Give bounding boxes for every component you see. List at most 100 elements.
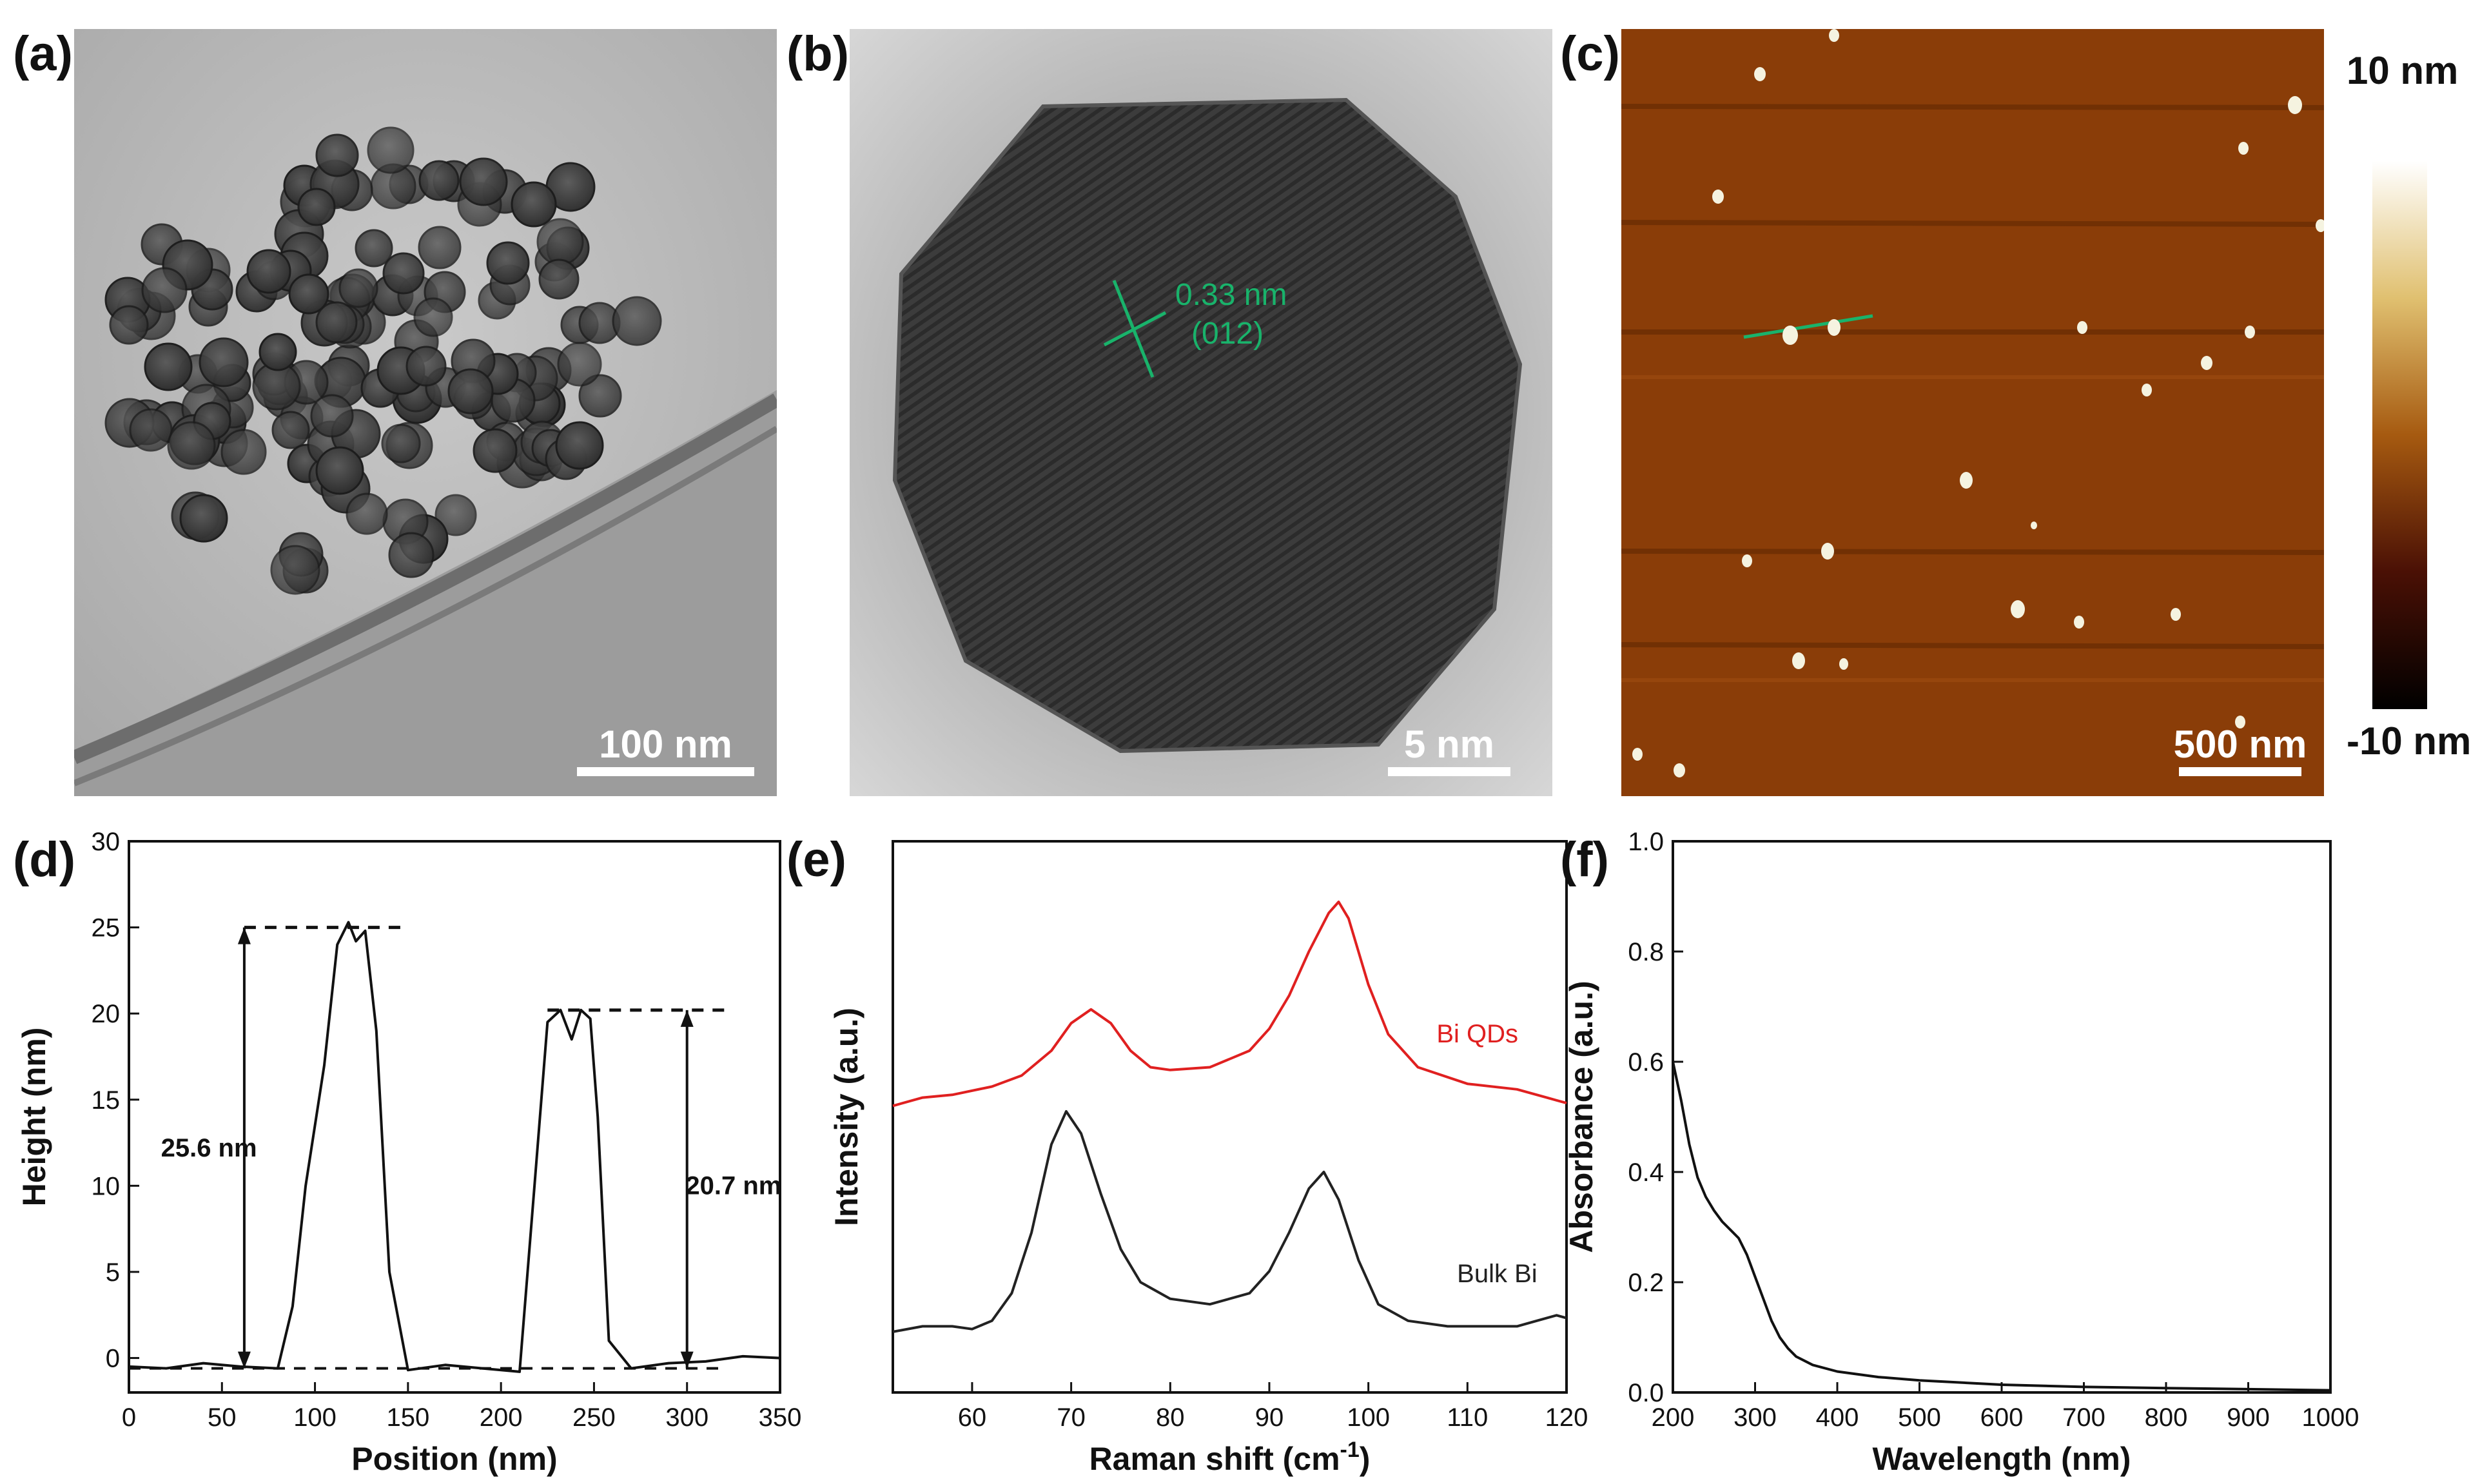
nanoparticle (310, 394, 354, 438)
afm-particle (2074, 616, 2084, 629)
colorbar-min-label: -10 nm (2347, 719, 2472, 763)
colorbar-max-label: 10 nm (2347, 49, 2459, 92)
plot-frame (1672, 840, 2332, 1394)
nanoparticle (418, 160, 460, 201)
series-line-0 (128, 921, 781, 1373)
afm-particle (2142, 384, 2152, 396)
series-line-0 (892, 901, 1567, 1108)
annotation-25-6: 25.6 nm (161, 1134, 257, 1162)
x-tick-label: 300 (665, 1403, 708, 1432)
nanoparticle (413, 297, 453, 337)
afm-particle (2316, 219, 2324, 232)
nanoparticle (297, 188, 336, 226)
x-tick-label: 800 (2145, 1403, 2188, 1432)
lattice-plane-label: (012) (1191, 317, 1264, 351)
afm-particles (1632, 29, 2324, 777)
nanoparticle (288, 273, 329, 315)
hrtem-image-b: 0.33 nm (012) 5 nm (850, 29, 1552, 796)
nanoparticle (473, 428, 518, 473)
afm-particle (2288, 96, 2302, 114)
y-tick-label: 25 (92, 914, 121, 942)
panel-label-b: (b) (786, 26, 850, 81)
nanoparticle (355, 229, 393, 268)
nanoparticle (338, 268, 378, 308)
nanoparticle (405, 346, 447, 387)
series-line-1 (892, 1110, 1567, 1333)
nanoparticle (555, 421, 604, 470)
nanoparticle (270, 545, 320, 595)
nanoparticle (220, 429, 267, 475)
nanoparticle (259, 333, 297, 371)
y-axis-label: Height (nm) (16, 1028, 52, 1207)
lattice-spacing-label: 0.33 nm (1175, 278, 1287, 312)
y-axis-label: Absorbance (a.u.) (1563, 981, 1599, 1253)
scalebar-label-c: 500 nm (2173, 723, 2307, 766)
scalebar-c (2179, 767, 2301, 776)
x-tick-label: 70 (1057, 1403, 1086, 1432)
x-tick-label: 250 (572, 1403, 616, 1432)
x-tick-label: 50 (208, 1403, 237, 1432)
x-tick-label: 1000 (2302, 1403, 2359, 1432)
plot-frame (128, 840, 781, 1394)
x-tick-label: 400 (1816, 1403, 1859, 1432)
x-tick-label: 120 (1545, 1403, 1588, 1432)
nanoparticle-cluster (104, 126, 662, 595)
chart-height-profile: 0 50 100 150 200 250 300 350 0 5 10 15 20 25 30 Positio… (16, 828, 801, 1477)
x-tick-label: 100 (293, 1403, 337, 1432)
x-tick-label: 90 (1255, 1403, 1284, 1432)
nanoparticle (434, 494, 477, 536)
chart-absorbance: 200 300 400 500 600 700 800 900 1000 0.0 0.2 0.4 0.6… (1563, 828, 2359, 1477)
legend-bi-qds: Bi QDs (1436, 1020, 1518, 1048)
nanoparticle (459, 157, 508, 206)
afm-image-c: 500 nm (1621, 29, 2324, 796)
afm-particle (2171, 608, 2181, 621)
afm-particle (1754, 67, 1766, 81)
panel-label-d: (d) (13, 832, 76, 887)
nanoparticle (179, 494, 228, 543)
height-arrow-1-head-bottom (237, 1351, 251, 1369)
y-tick-label: 10 (92, 1172, 121, 1200)
afm-particle (1960, 472, 1973, 489)
x-tick-label: 80 (1156, 1403, 1185, 1432)
afm-particle (2077, 321, 2087, 334)
x-axis-label: Raman shift (cm-1) (1089, 1438, 1371, 1477)
y-tick-label: 0.4 (1628, 1158, 1664, 1187)
x-tick-label: 500 (1898, 1403, 1941, 1432)
x-tick-label: 0 (122, 1403, 136, 1432)
nanoparticle (612, 296, 662, 346)
x-axis-label: Position (nm) (351, 1441, 557, 1477)
series-line-0 (1672, 1061, 2331, 1392)
nanoparticle (199, 337, 249, 387)
nanoparticle (557, 342, 602, 387)
afm-particle (2238, 142, 2249, 155)
height-arrow-2-head-bottom (680, 1351, 694, 1369)
afm-particle (1782, 326, 1798, 345)
nanoparticle (511, 181, 557, 228)
nanoparticle (167, 421, 216, 470)
panel-label-c: (c) (1560, 26, 1620, 81)
nanoparticle (144, 342, 193, 391)
panel-label-a: (a) (13, 26, 73, 81)
afm-particle (1839, 658, 1848, 670)
x-tick-label: 200 (480, 1403, 523, 1432)
x-tick-label: 300 (1733, 1403, 1777, 1432)
y-tick-label: 0.0 (1628, 1379, 1664, 1407)
afm-particle (2011, 600, 2025, 618)
scalebar-label-a: 100 nm (599, 723, 732, 766)
nanoparticle (578, 374, 622, 418)
x-axis-label: Wavelength (nm) (1873, 1441, 2131, 1477)
plot-frame (892, 840, 1568, 1394)
y-tick-label: 30 (92, 828, 121, 856)
afm-particle (1821, 543, 1834, 560)
nanoparticle (538, 259, 580, 300)
x-tick-label: 200 (1652, 1403, 1695, 1432)
colorbar (2372, 161, 2427, 709)
nanoparticle (486, 241, 530, 285)
legend-bulk-bi: Bulk Bi (1457, 1260, 1538, 1288)
nanoparticle (109, 305, 149, 345)
afm-particle (2245, 326, 2255, 338)
nanoparticle (315, 301, 358, 344)
nanoparticle (346, 493, 388, 535)
scalebar-a (577, 767, 754, 776)
